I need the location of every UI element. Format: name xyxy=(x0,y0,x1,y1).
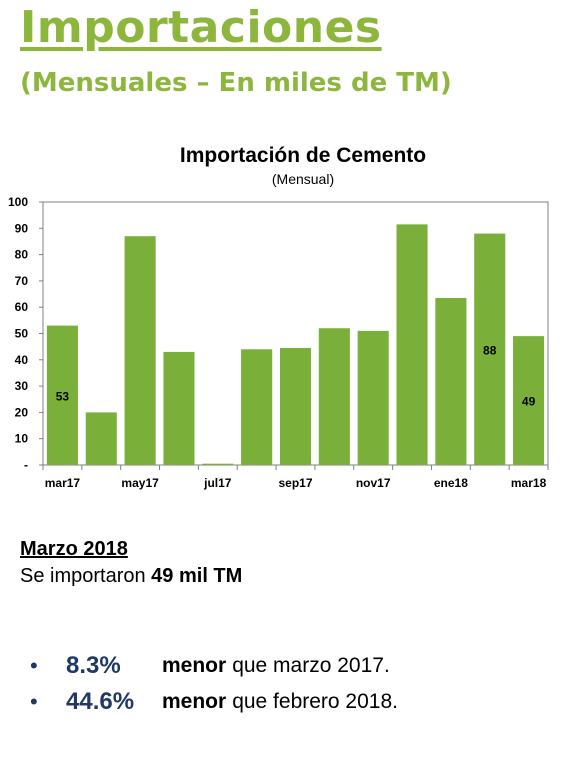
bar-may17 xyxy=(124,236,156,465)
y-tick-label: 60 xyxy=(15,300,29,314)
bar-nov17 xyxy=(357,330,389,465)
plot-area: - 10 20 30 40 50 60 70 80 90 100 mar17 may17 jul17 sep… xyxy=(8,195,549,490)
x-tick-label: ene18 xyxy=(434,476,468,490)
comparison-percent: 8.3% xyxy=(66,652,121,679)
y-tick-label: 100 xyxy=(8,195,28,209)
y-tick-label: 90 xyxy=(15,221,29,235)
x-tick-label: nov17 xyxy=(356,476,391,490)
chart-title: Importación de Cemento xyxy=(180,144,426,167)
bar-oct17 xyxy=(318,328,350,465)
bar-feb18 xyxy=(474,233,506,465)
comparison-text: que marzo 2017. xyxy=(232,654,390,677)
data-label: 53 xyxy=(56,389,70,403)
y-tick-label: 30 xyxy=(15,379,29,393)
x-tick-label: sep17 xyxy=(278,476,312,490)
bar-chart: Importación de Cemento (Mensual) - 10 20 30… xyxy=(8,144,549,490)
summary-month: Marzo 2018 xyxy=(20,538,128,560)
bar-mar18 xyxy=(513,336,545,465)
bar-abr17 xyxy=(85,412,117,465)
summary-prefix: Se importaron xyxy=(20,565,152,587)
comparison-percent: 44.6% xyxy=(66,688,135,715)
bar-jul17 xyxy=(202,463,234,465)
comparison-text: que febrero 2018. xyxy=(232,690,398,713)
y-tick-label: 80 xyxy=(15,248,29,262)
data-label: 49 xyxy=(522,395,536,409)
bullet-marker: • xyxy=(30,689,38,714)
bar-ago17 xyxy=(241,349,273,465)
bar-ene18 xyxy=(435,297,467,465)
y-tick-label: 70 xyxy=(15,274,29,288)
y-tick-label: 40 xyxy=(15,353,29,367)
page-subtitle: (Mensuales – En miles de TM) xyxy=(20,68,452,98)
page-title: Importaciones xyxy=(20,2,382,53)
x-tick-label: jul17 xyxy=(203,476,232,490)
comparison-item: • 8.3% menor que marzo 2017. xyxy=(30,648,398,684)
comparison-keyword: menor xyxy=(162,690,227,713)
summary-value: 49 mil TM xyxy=(151,565,243,587)
y-tick-label: - xyxy=(24,458,28,472)
summary-text: Se importaron 49 mil TM xyxy=(20,565,242,588)
y-tick-label: 10 xyxy=(15,432,29,446)
y-tick-label: 50 xyxy=(15,327,29,341)
bar-dic17 xyxy=(396,224,428,465)
comparison-list: • 8.3% menor que marzo 2017. • 44.6% men… xyxy=(30,648,398,720)
bar-sep17 xyxy=(279,347,312,465)
bullet-marker: • xyxy=(30,653,38,678)
y-tick-label: 20 xyxy=(15,405,29,419)
x-tick-label: may17 xyxy=(121,476,159,490)
comparison-item: • 44.6% menor que febrero 2018. xyxy=(30,684,398,720)
x-tick-label: mar17 xyxy=(45,476,81,490)
bar-jun17 xyxy=(163,351,195,465)
comparison-keyword: menor xyxy=(162,654,227,677)
x-tick-label: mar18 xyxy=(511,476,547,490)
chart-subtitle: (Mensual) xyxy=(272,171,334,187)
data-label: 88 xyxy=(483,343,497,357)
bar-mar17 xyxy=(46,325,78,465)
